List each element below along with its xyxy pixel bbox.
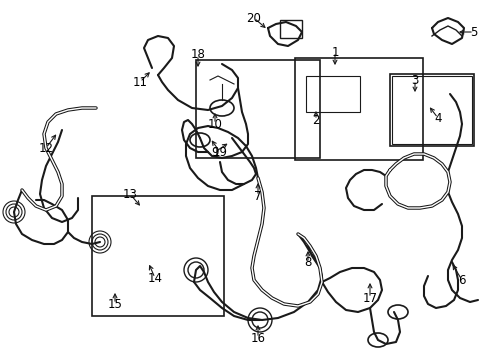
Bar (390, 74, 474, 146)
Text: 16: 16 (250, 332, 266, 345)
Text: 11: 11 (132, 76, 147, 89)
Text: 1: 1 (331, 45, 339, 58)
Bar (392, 76, 472, 144)
Text: 14: 14 (147, 271, 163, 284)
Bar (295, 58, 423, 160)
Bar (92, 196, 224, 316)
Text: 7: 7 (254, 189, 262, 202)
Bar (306, 76, 360, 112)
Text: 18: 18 (191, 49, 205, 62)
Text: 20: 20 (246, 12, 262, 24)
Text: 6: 6 (458, 274, 466, 287)
Bar (280, 20, 302, 38)
Text: 13: 13 (122, 188, 137, 201)
Text: 3: 3 (411, 73, 418, 86)
Text: 12: 12 (39, 141, 53, 154)
Text: 9: 9 (211, 145, 219, 158)
Text: 5: 5 (470, 26, 478, 39)
Text: 2: 2 (312, 113, 320, 126)
Text: 17: 17 (363, 292, 377, 305)
Text: 4: 4 (434, 112, 442, 125)
Text: 10: 10 (208, 117, 222, 130)
Text: 19: 19 (213, 145, 227, 158)
Text: 15: 15 (108, 297, 122, 310)
Text: 8: 8 (304, 256, 312, 270)
Bar (196, 60, 320, 158)
